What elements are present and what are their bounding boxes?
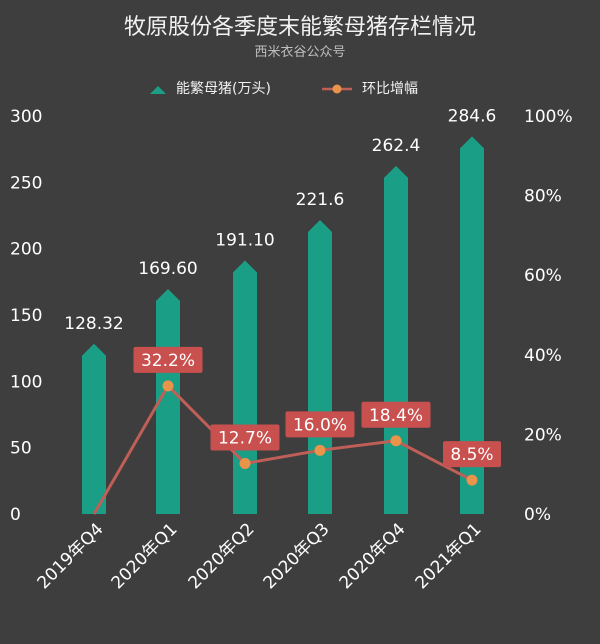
y-left-tick-label: 250 [10,173,42,193]
y-right-tick-label: 100% [524,107,573,127]
bar-value-label: 262.4 [372,136,421,156]
bar-value-label: 128.32 [64,314,123,334]
bar-value-label: 221.6 [296,190,345,210]
chart-subtitle: 西米衣谷公众号 [254,44,345,60]
legend: 能繁母猪(万头) 环比增幅 [150,81,418,97]
y-axis-left: 0 50 100 150 200 250 300 [10,107,42,525]
y-left-tick-label: 150 [10,306,42,326]
bar [156,288,180,514]
bar-value-labels: 128.32 169.60 191.10 221.6 262.4 284.6 [64,106,496,333]
line-point [314,444,326,456]
line-value-label-box [443,441,501,468]
x-tick-label: 2021年Q1 [412,519,486,593]
legend-bar-label: 能繁母猪(万头) [176,81,271,97]
line-value-label: 18.4% [369,406,423,426]
series-line [92,384,473,515]
y-left-tick-label: 200 [10,240,42,260]
y-left-tick-label: 100 [10,372,42,392]
legend-line-marker-icon [332,84,342,94]
bar-value-label: 191.10 [215,230,274,250]
x-tick-label: 2019年Q4 [34,519,108,593]
line-value-label-box [361,401,431,428]
legend-line-label: 环比增幅 [362,81,418,97]
bar [233,260,257,514]
y-left-tick-label: 50 [10,439,32,459]
line-value-label-box [285,411,355,438]
y-left-tick-label: 300 [10,107,42,127]
line-value-label-box [210,424,280,451]
x-tick-label: 2020年Q4 [336,519,410,593]
line-value-label: 12.7% [218,428,272,448]
y-right-tick-label: 0% [524,505,551,525]
line-value-labels: 32.2% 12.7% 16.0% 18.4% 8.5% [133,346,501,468]
x-tick-label: 2020年Q3 [260,519,334,593]
bar [308,220,332,514]
chart-title: 牧原股份各季度末能繁母猪存栏情况 [124,15,476,40]
y-axis-right: 0% 20% 40% 60% 80% 100% [524,107,573,525]
line-value-label: 32.2% [141,351,195,371]
line-point [390,435,402,447]
y-left-tick-label: 0 [10,505,21,525]
line-point [466,474,478,486]
y-right-tick-label: 60% [524,266,562,286]
x-tick-label: 2020年Q2 [185,519,259,593]
bar [460,136,484,514]
bar-value-label: 284.6 [448,106,497,126]
line-series [92,380,478,515]
line-value-label-box [133,346,203,373]
line-value-label: 8.5% [450,445,493,465]
bar [384,165,408,514]
line-value-label: 16.0% [293,415,347,435]
line-point [239,457,251,469]
bar [82,343,106,514]
y-right-tick-label: 20% [524,425,562,445]
x-tick-label: 2020年Q1 [108,519,182,593]
y-right-tick-label: 80% [524,187,562,207]
x-axis: 2019年Q4 2020年Q1 2020年Q2 2020年Q3 2020年Q4 2021年… [34,519,486,593]
y-right-tick-label: 40% [524,346,562,366]
line-point [162,380,174,392]
legend-bar-marker-icon [150,86,166,94]
bar-value-label: 169.60 [138,259,197,279]
